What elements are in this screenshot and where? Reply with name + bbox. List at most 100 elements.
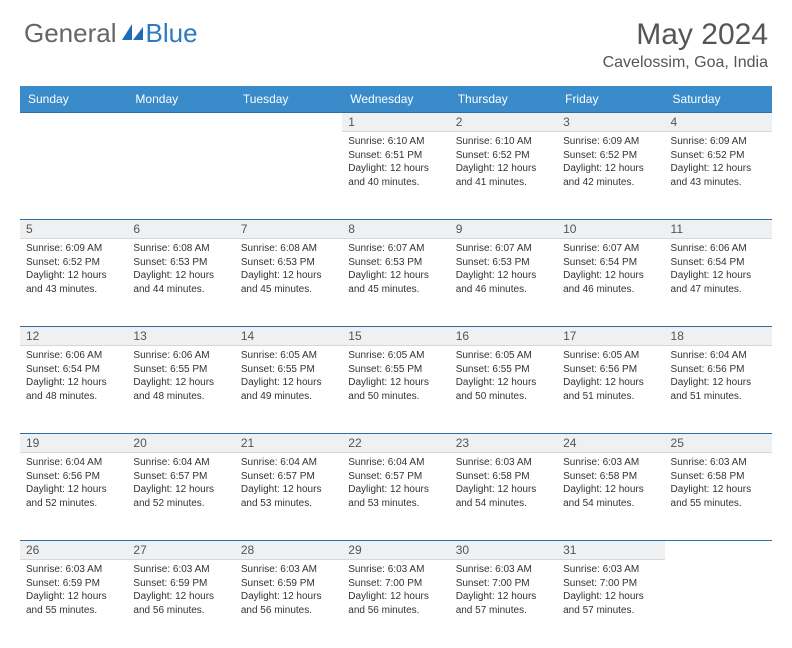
sunrise-text: Sunrise: 6:05 AM (241, 349, 336, 363)
day-number-cell: 19 (20, 434, 127, 453)
sunset-text: Sunset: 6:51 PM (348, 149, 443, 163)
sunrise-text: Sunrise: 6:05 AM (563, 349, 658, 363)
title-block: May 2024 Cavelossim, Goa, India (603, 18, 768, 72)
day-content-cell: Sunrise: 6:09 AMSunset: 6:52 PMDaylight:… (20, 239, 127, 327)
sunrise-text: Sunrise: 6:03 AM (563, 563, 658, 577)
daylight-text: Daylight: 12 hours and 48 minutes. (26, 376, 121, 403)
sunset-text: Sunset: 6:56 PM (26, 470, 121, 484)
daylight-text: Daylight: 12 hours and 54 minutes. (563, 483, 658, 510)
day-number-row: 262728293031 (20, 541, 772, 560)
day-content-cell (235, 132, 342, 220)
day-number-cell (20, 113, 127, 132)
day-content-cell: Sunrise: 6:03 AMSunset: 6:58 PMDaylight:… (450, 453, 557, 541)
sunset-text: Sunset: 6:54 PM (26, 363, 121, 377)
daylight-text: Daylight: 12 hours and 43 minutes. (26, 269, 121, 296)
sunset-text: Sunset: 6:56 PM (563, 363, 658, 377)
weekday-header: Saturday (665, 86, 772, 113)
sunrise-text: Sunrise: 6:08 AM (241, 242, 336, 256)
sunset-text: Sunset: 6:54 PM (563, 256, 658, 270)
day-number-cell: 2 (450, 113, 557, 132)
sunset-text: Sunset: 6:57 PM (133, 470, 228, 484)
day-number-cell (127, 113, 234, 132)
day-number-cell: 7 (235, 220, 342, 239)
sunrise-text: Sunrise: 6:03 AM (348, 563, 443, 577)
daylight-text: Daylight: 12 hours and 50 minutes. (456, 376, 551, 403)
sunrise-text: Sunrise: 6:04 AM (671, 349, 766, 363)
day-content-cell: Sunrise: 6:07 AMSunset: 6:54 PMDaylight:… (557, 239, 664, 327)
weekday-header: Sunday (20, 86, 127, 113)
day-content-cell: Sunrise: 6:05 AMSunset: 6:55 PMDaylight:… (235, 346, 342, 434)
sunrise-text: Sunrise: 6:09 AM (563, 135, 658, 149)
sunrise-text: Sunrise: 6:08 AM (133, 242, 228, 256)
brand-part1: General (24, 18, 117, 49)
sunset-text: Sunset: 6:58 PM (456, 470, 551, 484)
day-content-cell (20, 132, 127, 220)
sunset-text: Sunset: 6:53 PM (348, 256, 443, 270)
daylight-text: Daylight: 12 hours and 54 minutes. (456, 483, 551, 510)
daylight-text: Daylight: 12 hours and 53 minutes. (348, 483, 443, 510)
calendar-table: SundayMondayTuesdayWednesdayThursdayFrid… (20, 86, 772, 648)
sunrise-text: Sunrise: 6:06 AM (133, 349, 228, 363)
sunrise-text: Sunrise: 6:05 AM (348, 349, 443, 363)
sunset-text: Sunset: 6:53 PM (241, 256, 336, 270)
day-number-row: 19202122232425 (20, 434, 772, 453)
daylight-text: Daylight: 12 hours and 47 minutes. (671, 269, 766, 296)
daylight-text: Daylight: 12 hours and 51 minutes. (563, 376, 658, 403)
sunset-text: Sunset: 6:53 PM (456, 256, 551, 270)
day-content-cell: Sunrise: 6:05 AMSunset: 6:55 PMDaylight:… (450, 346, 557, 434)
day-content-cell: Sunrise: 6:03 AMSunset: 6:58 PMDaylight:… (557, 453, 664, 541)
day-number-cell: 24 (557, 434, 664, 453)
day-number-cell: 3 (557, 113, 664, 132)
sunrise-text: Sunrise: 6:10 AM (348, 135, 443, 149)
weekday-header: Wednesday (342, 86, 449, 113)
sunrise-text: Sunrise: 6:09 AM (26, 242, 121, 256)
day-number-cell: 28 (235, 541, 342, 560)
sunrise-text: Sunrise: 6:03 AM (563, 456, 658, 470)
day-content-cell: Sunrise: 6:04 AMSunset: 6:57 PMDaylight:… (127, 453, 234, 541)
daylight-text: Daylight: 12 hours and 45 minutes. (241, 269, 336, 296)
day-number-cell: 11 (665, 220, 772, 239)
sunrise-text: Sunrise: 6:04 AM (26, 456, 121, 470)
day-number-cell (235, 113, 342, 132)
daylight-text: Daylight: 12 hours and 51 minutes. (671, 376, 766, 403)
sunrise-text: Sunrise: 6:07 AM (563, 242, 658, 256)
day-number-cell: 18 (665, 327, 772, 346)
sunset-text: Sunset: 6:56 PM (671, 363, 766, 377)
day-content-cell: Sunrise: 6:03 AMSunset: 6:59 PMDaylight:… (20, 560, 127, 648)
day-number-row: 12131415161718 (20, 327, 772, 346)
daylight-text: Daylight: 12 hours and 56 minutes. (241, 590, 336, 617)
day-number-cell: 4 (665, 113, 772, 132)
day-content-cell: Sunrise: 6:09 AMSunset: 6:52 PMDaylight:… (665, 132, 772, 220)
sunset-text: Sunset: 6:59 PM (133, 577, 228, 591)
day-content-cell: Sunrise: 6:04 AMSunset: 6:56 PMDaylight:… (665, 346, 772, 434)
day-number-cell: 9 (450, 220, 557, 239)
sunset-text: Sunset: 7:00 PM (348, 577, 443, 591)
day-content-cell: Sunrise: 6:03 AMSunset: 6:59 PMDaylight:… (127, 560, 234, 648)
daylight-text: Daylight: 12 hours and 56 minutes. (348, 590, 443, 617)
sunrise-text: Sunrise: 6:04 AM (241, 456, 336, 470)
daylight-text: Daylight: 12 hours and 42 minutes. (563, 162, 658, 189)
daylight-text: Daylight: 12 hours and 57 minutes. (456, 590, 551, 617)
sunrise-text: Sunrise: 6:05 AM (456, 349, 551, 363)
daylight-text: Daylight: 12 hours and 41 minutes. (456, 162, 551, 189)
day-number-cell: 14 (235, 327, 342, 346)
sunset-text: Sunset: 6:59 PM (241, 577, 336, 591)
page-header: General Blue May 2024 Cavelossim, Goa, I… (0, 0, 792, 78)
day-content-cell: Sunrise: 6:04 AMSunset: 6:57 PMDaylight:… (342, 453, 449, 541)
daylight-text: Daylight: 12 hours and 56 minutes. (133, 590, 228, 617)
sunset-text: Sunset: 6:58 PM (563, 470, 658, 484)
day-content-cell (665, 560, 772, 648)
sunrise-text: Sunrise: 6:03 AM (241, 563, 336, 577)
sunset-text: Sunset: 6:58 PM (671, 470, 766, 484)
day-content-cell: Sunrise: 6:03 AMSunset: 7:00 PMDaylight:… (342, 560, 449, 648)
day-content-cell: Sunrise: 6:06 AMSunset: 6:55 PMDaylight:… (127, 346, 234, 434)
daylight-text: Daylight: 12 hours and 52 minutes. (133, 483, 228, 510)
day-number-cell (665, 541, 772, 560)
daylight-text: Daylight: 12 hours and 55 minutes. (671, 483, 766, 510)
day-content-cell: Sunrise: 6:05 AMSunset: 6:55 PMDaylight:… (342, 346, 449, 434)
day-number-cell: 15 (342, 327, 449, 346)
day-content-cell: Sunrise: 6:10 AMSunset: 6:51 PMDaylight:… (342, 132, 449, 220)
sunset-text: Sunset: 6:55 PM (348, 363, 443, 377)
day-content-row: Sunrise: 6:03 AMSunset: 6:59 PMDaylight:… (20, 560, 772, 648)
day-content-cell: Sunrise: 6:06 AMSunset: 6:54 PMDaylight:… (665, 239, 772, 327)
